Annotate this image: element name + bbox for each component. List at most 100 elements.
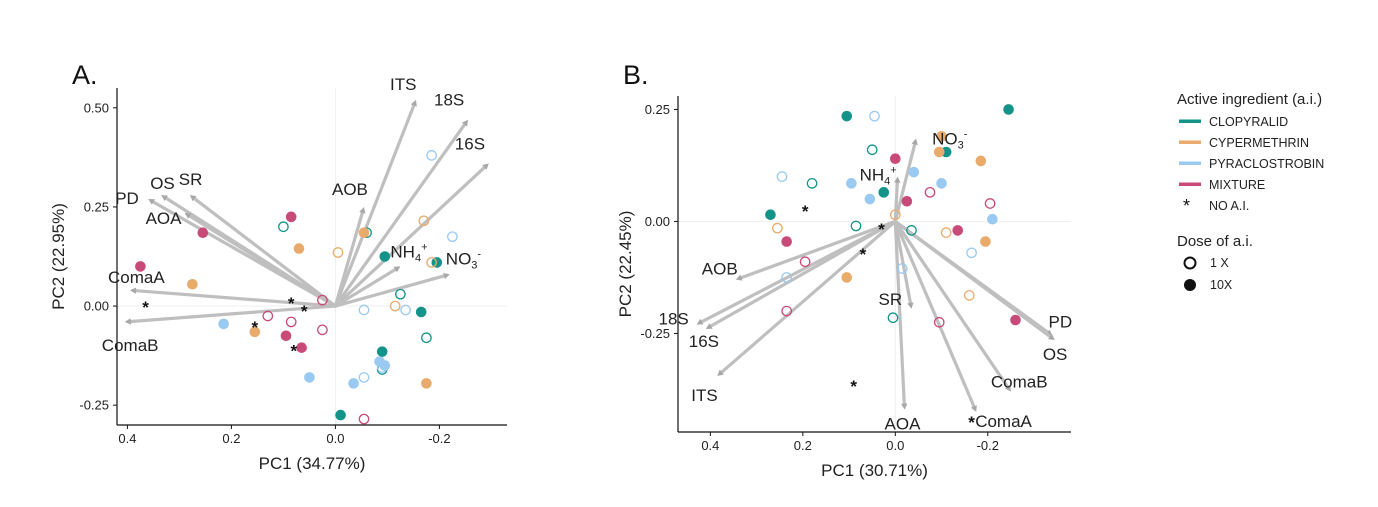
vector-label-sr: SR (878, 290, 902, 309)
data-point-mixture-1x (799, 256, 811, 268)
data-point-no-ai: * (251, 318, 258, 337)
y-tick-label: -0.25 (640, 326, 670, 341)
loading-vector-no3 (893, 142, 917, 224)
data-point-pyraclostrobin-1x (869, 110, 880, 122)
data-point-pyraclostrobin-1x (966, 247, 977, 259)
vector-arrowhead (735, 274, 743, 281)
legend-open-circle-icon (1183, 256, 1197, 270)
vector-label-16s: 16S (689, 332, 719, 351)
vector-arrowhead (970, 405, 977, 412)
loading-vector-18s (333, 123, 467, 308)
data-point-clopyralid-10x (379, 251, 391, 262)
legend-swatch-cypermethrin (1179, 140, 1201, 144)
data-point-pyraclostrobin-1x (776, 171, 788, 182)
loading-vector-comaa (134, 289, 337, 308)
data-point-cypermethrin-1x (940, 227, 952, 238)
data-point-no-ai: * (850, 377, 857, 396)
data-point-clopyralid-10x (335, 409, 346, 421)
vector-label-comab: ComaB (102, 336, 159, 355)
data-point-cypermethrin-1x (389, 300, 401, 312)
data-point-no-ai: * (290, 342, 297, 361)
data-point-cypermethrin-1x (418, 215, 430, 227)
legend-label-cypermethrin: CYPERMETHRIN (1209, 136, 1309, 150)
vector-arrowhead (124, 318, 132, 325)
data-point-pyraclostrobin-10x (908, 166, 920, 178)
data-point-pyraclostrobin-1x (426, 150, 437, 161)
vector-label-aob: AOB (702, 260, 738, 279)
loading-vector-os (893, 219, 1052, 339)
vector-arrowhead (130, 287, 137, 294)
data-point-no-ai: * (142, 298, 149, 317)
panel-label: A. (72, 60, 98, 90)
legend-filled-circle-icon (1184, 279, 1196, 291)
x-tick-label: 0.2 (222, 431, 240, 446)
data-point-clopyralid-10x (765, 209, 776, 221)
data-point-clopyralid-1x (887, 312, 899, 324)
vector-label-comab: ComaB (991, 373, 1048, 392)
data-point-mixture-10x (901, 195, 913, 207)
data-point-mixture-1x (924, 186, 936, 198)
y-tick-label: -0.25 (79, 398, 109, 413)
legend-swatch-mixture (1179, 182, 1201, 186)
data-point-mixture-10x (285, 211, 297, 223)
vector-arrowhead (482, 163, 489, 170)
legend-swatch-pyraclostrobin (1179, 161, 1201, 165)
y-axis-title: PC2 (22.45%) (616, 211, 635, 318)
data-point-mixture-1x (285, 316, 297, 328)
data-point-clopyralid-1x (278, 221, 289, 233)
data-point-mixture-10x (197, 227, 209, 239)
data-point-clopyralid-1x (906, 225, 917, 236)
data-point-mixture-1x (262, 310, 274, 322)
data-point-cypermethrin-10x (933, 146, 945, 158)
data-point-cypermethrin-10x (975, 155, 987, 167)
vector-label-comaa: ComaA (975, 412, 1032, 431)
data-point-no-ai: * (878, 220, 885, 239)
vector-label-its: ITS (390, 75, 416, 94)
data-point-mixture-10x (1010, 314, 1021, 326)
data-point-cypermethrin-10x (936, 131, 947, 142)
y-axis-title: PC2 (22.95%) (49, 203, 68, 310)
x-tick-label: 0.0 (886, 438, 904, 453)
y-tick-label: 0.00 (645, 214, 670, 229)
data-point-cypermethrin-1x (332, 247, 344, 258)
x-tick-label: 0.4 (701, 438, 719, 453)
vector-arrowhead (161, 195, 168, 201)
vector-label-no3: NO3- (446, 248, 482, 271)
loading-vector-comab (129, 304, 337, 324)
vector-label-18s: 18S (658, 309, 688, 328)
vector-label-aoa: AOA (146, 209, 183, 228)
loading-vector-comaa (893, 219, 976, 408)
data-point-pyraclostrobin-10x (348, 378, 359, 389)
loading-vector-comab (893, 219, 1010, 389)
data-point-pyraclostrobin-1x (400, 304, 411, 316)
data-point-clopyralid-1x (395, 288, 406, 300)
data-point-pyraclostrobin-10x (936, 178, 947, 189)
legend-asterisk-icon: * (1183, 196, 1190, 216)
data-point-mixture-1x (317, 324, 328, 336)
vector-arrowhead (461, 119, 468, 127)
data-point-pyraclostrobin-10x (987, 213, 998, 225)
loading-vector-its (720, 219, 897, 374)
legend-label-none: NO A.I. (1209, 199, 1249, 213)
data-point-clopyralid-1x (866, 144, 878, 156)
vector-label-aoa: AOA (885, 415, 922, 434)
data-point-mixture-1x (358, 413, 370, 425)
legend-label-dose-1x: 1 X (1210, 256, 1229, 270)
data-point-mixture-10x (890, 153, 901, 165)
data-point-cypermethrin-10x (421, 378, 432, 389)
loading-vector-nh4 (333, 267, 397, 308)
data-point-pyraclostrobin-1x (358, 372, 370, 383)
vector-label-pd: PD (115, 189, 139, 208)
data-point-mixture-10x (135, 261, 146, 272)
data-point-pyraclostrobin-10x (304, 372, 315, 383)
data-point-cypermethrin-10x (187, 278, 198, 290)
vector-label-pd: PD (1049, 313, 1073, 332)
loading-vector-aoa (893, 219, 906, 406)
y-tick-label: 0.25 (645, 102, 670, 117)
data-point-pyraclostrobin-10x (379, 360, 391, 371)
data-point-cypermethrin-10x (358, 227, 370, 239)
x-tick-label: 0.2 (794, 438, 812, 453)
vector-arrowhead (189, 195, 197, 202)
loading-vector-aoa (188, 214, 337, 308)
